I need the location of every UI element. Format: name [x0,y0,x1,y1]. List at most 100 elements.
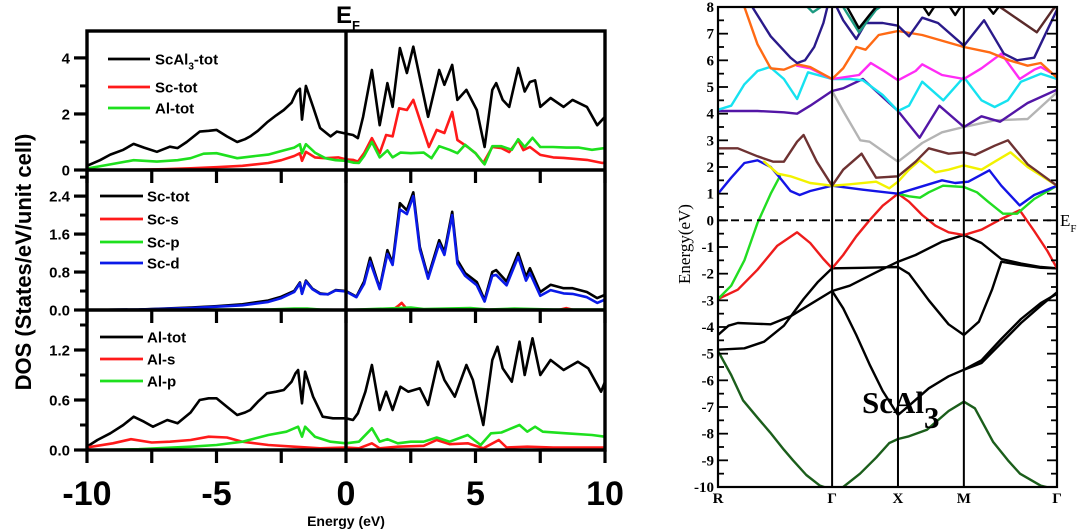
dos-chart: DOS (States/eV/unit cell) Energy (eV) EF… [11,2,624,529]
legend-label: Sc-s [147,212,179,229]
legend-label: ScAl3-tot [155,52,218,73]
fermi-level-label-top: EF [336,2,360,33]
dos-xtick-label: 5 [466,475,485,513]
band-ytick-label: -6 [702,373,715,389]
band-5 [718,192,1057,301]
band-1 [718,233,1057,337]
legend-label-text: ScAl [155,52,188,69]
band-lines [718,7,1057,487]
legend-label-subscript: 3 [188,62,194,73]
fermi-label-sub: F [1070,223,1076,235]
legend-item-al-tot: Al-tot [100,330,186,347]
band-22 [948,7,962,17]
band-20 [845,7,878,30]
legend-label-text: Al-tot [155,101,194,118]
dos-ytick-label: 0 [62,163,70,180]
band-3 [830,289,1057,417]
compound-label-subscript: 3 [924,400,940,435]
legend-item-al-s: Al-s [100,352,175,369]
band-frame [716,5,1059,489]
legend-item-al-tot: Al-tot [108,101,194,118]
band-y-axis-label: Energy(eV) [675,204,694,284]
legend-label: Al-s [147,352,175,369]
dos-ytick-label: 0.6 [49,393,70,410]
dos-curve-total-al-tot [87,136,605,170]
dos-ytick-label: 0.8 [49,265,70,282]
band-0 [718,349,1052,487]
compound-label: ScAl3 [862,385,940,435]
legend-item-scal3-tot: ScAl3-tot [108,52,218,73]
legend-item-sc-tot: Sc-tot [100,189,190,206]
band-4 [962,291,1057,371]
legend-item-sc-p: Sc-p [100,235,180,252]
dos-ytick-label: 4 [62,50,71,67]
band-14 [795,52,1057,82]
dos-panel-al [87,337,605,450]
band-ytick-label: 5 [707,80,715,96]
dos-xtick-label: -10 [62,475,111,513]
legend-label: Al-p [147,374,176,391]
band-15 [743,7,1057,81]
band-11 [830,89,1057,163]
band-18 [806,7,822,14]
band-24 [998,7,1057,34]
band-ytick-label: 6 [707,53,715,69]
band-13 [718,65,1057,113]
band-ytick-label: -7 [702,400,715,416]
band-9 [762,151,1057,190]
band-10 [718,133,1057,187]
dos-curve-total-sc-tot [87,98,605,170]
band-2 [718,260,1057,351]
band-ytick-label: 3 [707,133,715,149]
fermi-level-label-right: EF [1060,211,1077,235]
band-7 [896,184,1057,215]
legend-label-text: Al-p [147,374,176,391]
band-ytick-label: -9 [702,453,715,469]
band-21 [922,7,936,17]
legend-label-text: Sc-tot [155,80,198,97]
legend-label-text: -tot [194,52,218,69]
kpoint-label: Γ [827,491,837,507]
legend-label: Al-tot [155,101,194,118]
band-ytick-label: 8 [707,0,715,16]
dos-ytick-label: 1.2 [49,343,70,360]
band-ytick-label: -10 [694,480,714,496]
band-23 [986,7,1000,15]
legend-item-al-p: Al-p [100,374,176,391]
legend-item-sc-s: Sc-s [100,212,179,229]
legend-label-text: Al-tot [147,330,186,347]
dos-curve-sc-sc-d [87,194,605,310]
dos-ytick-label: 0.0 [49,443,70,460]
band-ytick-label: -4 [702,320,715,336]
dos-axes: 0 2 4 ScAl3-tot Sc-tot Al-tot 0.0 0.8 1.6 2.4 Sc-t… [49,29,624,513]
fermi-label-sub: F [352,18,360,33]
band-ytick-label: -5 [702,347,715,363]
dos-ytick-label: 2.4 [49,189,71,206]
kpoint-label: R [713,491,724,507]
legend-label-text: Al-s [147,352,175,369]
dos-xtick-label: -5 [201,475,231,513]
kpoint-label: M [957,491,971,507]
kpoint-label: Γ [1052,491,1062,507]
dos-curve-al-al-s [87,435,605,450]
band-ytick-label: 0 [707,213,715,229]
band-17 [835,7,1057,62]
band-structure-chart: Energy(eV) EF R Γ X M Γ 8 7 6 5 4 3 2 1 0 -1 -2 -3 -4 -5 -6… [675,0,1077,507]
legend-label-text: Sc-d [147,256,180,273]
legend-label: Sc-p [147,235,180,252]
dos-xtick-label: 10 [586,475,624,513]
band-19 [842,7,882,34]
fermi-label-main: E [1060,211,1070,230]
band-ytick-label: -3 [702,293,715,309]
legend-label-text: Sc-p [147,235,180,252]
legend-item-sc-d: Sc-d [100,256,180,273]
dos-curve-al-al-p [87,423,605,450]
dos-xtick-label: 0 [337,475,356,513]
dos-ytick-label: 1.6 [49,227,70,244]
legend-item-sc-tot: Sc-tot [108,80,198,97]
band-6 [718,175,782,301]
band-ytick-label: -2 [702,267,715,283]
compound-label-main: ScAl [862,385,924,420]
